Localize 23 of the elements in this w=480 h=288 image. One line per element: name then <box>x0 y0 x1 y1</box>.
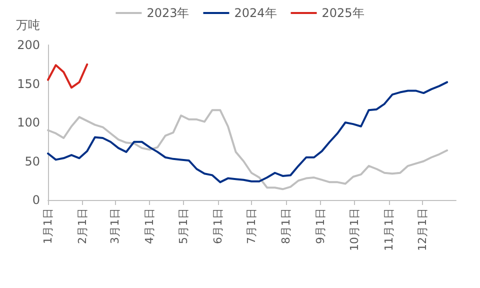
x-tick-label: 12月1日 <box>416 208 429 251</box>
y-tick-label: 0 <box>32 193 40 207</box>
y-tick-label: 150 <box>17 76 40 91</box>
y-axis-title: 万吨 <box>16 18 40 32</box>
y-tick-label: 100 <box>17 116 40 130</box>
legend-label: 2025年 <box>322 6 364 20</box>
x-tick-label: 3月1日 <box>108 208 122 244</box>
x-tick-label: 5月1日 <box>176 208 190 244</box>
x-tick-label: 2月1日 <box>76 208 90 244</box>
x-tick-label: 10月1日 <box>348 208 361 251</box>
x-tick-label: 6月1日 <box>211 208 224 244</box>
legend-label: 2023年 <box>146 6 190 20</box>
x-tick-label: 8月1日 <box>280 208 293 244</box>
line-series <box>47 81 448 184</box>
x-tick-label: 7月1日 <box>244 208 258 244</box>
y-tick-label: 200 <box>17 38 40 52</box>
line-series <box>47 63 88 89</box>
y-tick-label: 50 <box>24 154 40 168</box>
x-tick-label: 9月1日 <box>314 208 328 244</box>
x-tick-label: 1月1日 <box>42 208 54 244</box>
x-tick-label: 11月1日 <box>382 208 396 251</box>
x-tick-label: 4月1日 <box>143 208 156 244</box>
legend-label: 2024年 <box>234 6 277 20</box>
